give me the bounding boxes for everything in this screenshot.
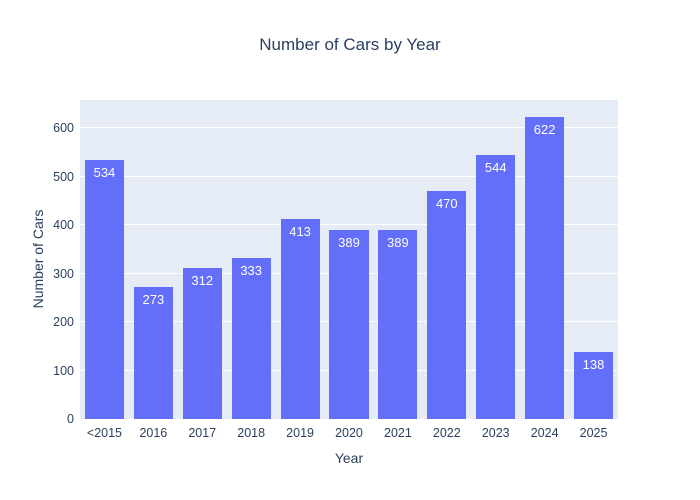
y-tick-label: 600: [53, 121, 74, 136]
x-axis-title: Year: [334, 450, 364, 466]
bar-2018: 333: [231, 257, 271, 419]
x-tick-label: 2022: [432, 426, 461, 440]
bar-value-label: 534: [93, 165, 116, 181]
bar-2022: 470: [427, 191, 467, 419]
x-tick-label: 2025: [579, 426, 608, 440]
y-tick-label: 300: [53, 266, 74, 281]
y-tick-label: 500: [53, 169, 74, 184]
x-tick-label: 2018: [237, 426, 266, 440]
gridline: [80, 127, 618, 129]
x-tick-label: 2024: [530, 426, 559, 440]
bar-value-label: 389: [387, 235, 409, 251]
bar-value-label: 312: [191, 272, 214, 288]
bar-value-label: 273: [142, 291, 165, 307]
x-tick-label: 2016: [139, 426, 168, 440]
y-tick-label: 400: [53, 218, 74, 233]
y-tick-label: 200: [53, 315, 74, 330]
bar-value-label: 138: [582, 357, 605, 373]
bar-2024: 622: [525, 117, 565, 419]
bar-<2015: 534: [84, 160, 125, 419]
bar-value-label: 622: [533, 122, 556, 138]
x-tick-label: 2017: [188, 426, 217, 440]
y-axis-title: Number of Cars: [30, 209, 46, 309]
bar-value-label: 470: [435, 196, 458, 212]
bar-2020: 389: [329, 230, 369, 419]
y-tick-label: 0: [67, 412, 74, 426]
y-tick-label: 100: [53, 363, 74, 378]
bar-2019: 413: [280, 218, 320, 419]
bar-2016: 273: [133, 286, 173, 419]
x-tick-label: 2020: [335, 426, 363, 440]
x-tick-label: 2019: [286, 426, 314, 440]
gridline: [80, 175, 618, 177]
bar-value-label: 544: [484, 160, 507, 176]
bar-value-label: 333: [240, 262, 263, 278]
bar-2017: 312: [182, 267, 222, 419]
bar-value-label: 413: [289, 223, 311, 239]
gridline: [80, 224, 618, 226]
bar-2023: 544: [476, 155, 516, 419]
x-tick-label: <2015: [86, 426, 122, 440]
bar-value-label: 389: [338, 235, 360, 251]
chart-title: Number of Cars by Year: [259, 35, 441, 54]
x-tick-label: 2023: [481, 426, 510, 440]
x-tick-label: 2021: [384, 426, 412, 440]
bar-2025: 138: [573, 352, 614, 419]
bar-2021: 389: [378, 230, 418, 419]
plot-area: 534 273 312 333 413 389 389 470 544 622 138: [80, 100, 618, 419]
